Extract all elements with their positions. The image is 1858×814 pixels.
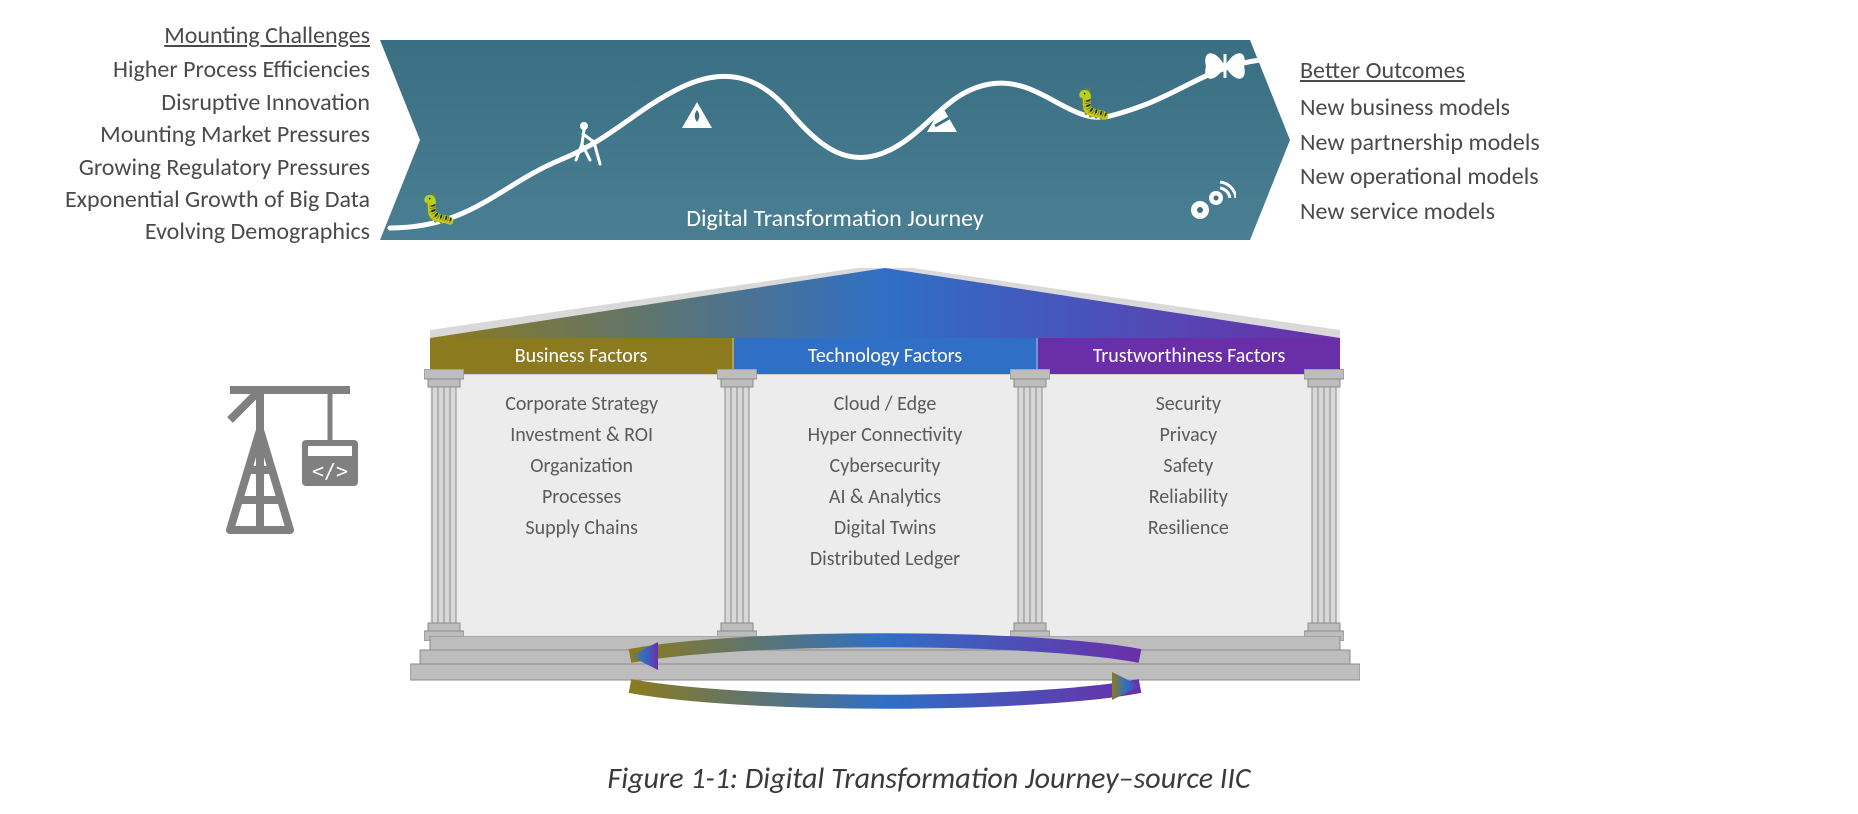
pillar-headers: Business Factors Technology Factors Trus… (430, 338, 1340, 374)
factor-item: Hyper Connectivity (808, 420, 963, 451)
factor-item: AI & Analytics (808, 482, 963, 513)
crane-icon: </> (210, 370, 360, 540)
challenges-header: Mounting Challenges (0, 20, 370, 52)
column-trust: Security Privacy Safety Reliability Resi… (1037, 375, 1340, 636)
factor-item: Corporate Strategy (505, 389, 658, 420)
pillar-icon (424, 369, 464, 641)
outcomes-list: Better Outcomes New business models New … (1300, 54, 1840, 230)
cycle-arrows-icon (580, 626, 1190, 716)
pillar-icon (1304, 369, 1344, 641)
pillar-icon (1010, 369, 1050, 641)
outcomes-item: New service models (1300, 195, 1840, 230)
figure-caption: Figure 1-1: Digital Transformation Journ… (0, 760, 1858, 797)
factor-item: Cloud / Edge (808, 389, 963, 420)
challenges-list: Mounting Challenges Higher Process Effic… (0, 20, 370, 249)
column-business: Corporate Strategy Investment & ROI Orga… (430, 375, 733, 636)
challenges-item: Mounting Market Pressures (0, 119, 370, 151)
factor-item: Security (1148, 389, 1229, 420)
caterpillar-icon: 🐛 (1075, 90, 1112, 120)
banner-svg (380, 40, 1290, 240)
column-technology: Cloud / Edge Hyper Connectivity Cybersec… (733, 375, 1036, 636)
temple-roof (430, 268, 1340, 338)
journey-banner: Digital Transformation Journey 🐛 🐛 (380, 40, 1290, 240)
factor-item: Digital Twins (808, 513, 963, 544)
caterpillar-icon: 🐛 (420, 195, 457, 225)
butterfly-icon (1200, 44, 1250, 88)
factor-item: Resilience (1148, 513, 1229, 544)
temple-diagram: Business Factors Technology Factors Trus… (430, 268, 1340, 748)
warning-slip-icon (925, 104, 959, 134)
factor-item: Supply Chains (505, 513, 658, 544)
svg-text:</>: </> (312, 459, 348, 483)
outcomes-item: New business models (1300, 91, 1840, 126)
warning-fire-icon (680, 100, 714, 130)
factor-item: Reliability (1148, 482, 1229, 513)
pillar-header-technology: Technology Factors (734, 338, 1038, 374)
outcomes-item: New partnership models (1300, 126, 1840, 161)
challenges-item: Higher Process Efficiencies (0, 54, 370, 86)
gears-icon (1180, 176, 1236, 228)
pillar-icon (717, 369, 757, 641)
temple-body: Corporate Strategy Investment & ROI Orga… (430, 374, 1340, 636)
pillar-header-business: Business Factors (430, 338, 734, 374)
outcomes-header: Better Outcomes (1300, 54, 1840, 89)
challenges-item: Exponential Growth of Big Data (0, 184, 370, 216)
factor-item: Investment & ROI (505, 420, 658, 451)
factor-item: Cybersecurity (808, 451, 963, 482)
factor-item: Safety (1148, 451, 1229, 482)
hiker-icon (570, 120, 610, 166)
factor-item: Distributed Ledger (808, 544, 963, 575)
factor-item: Organization (505, 451, 658, 482)
factor-item: Privacy (1148, 420, 1229, 451)
pillar-header-trust: Trustworthiness Factors (1038, 338, 1340, 374)
challenges-item: Disruptive Innovation (0, 87, 370, 119)
challenges-item: Growing Regulatory Pressures (0, 152, 370, 184)
challenges-item: Evolving Demographics (0, 216, 370, 248)
factor-item: Processes (505, 482, 658, 513)
outcomes-item: New operational models (1300, 160, 1840, 195)
